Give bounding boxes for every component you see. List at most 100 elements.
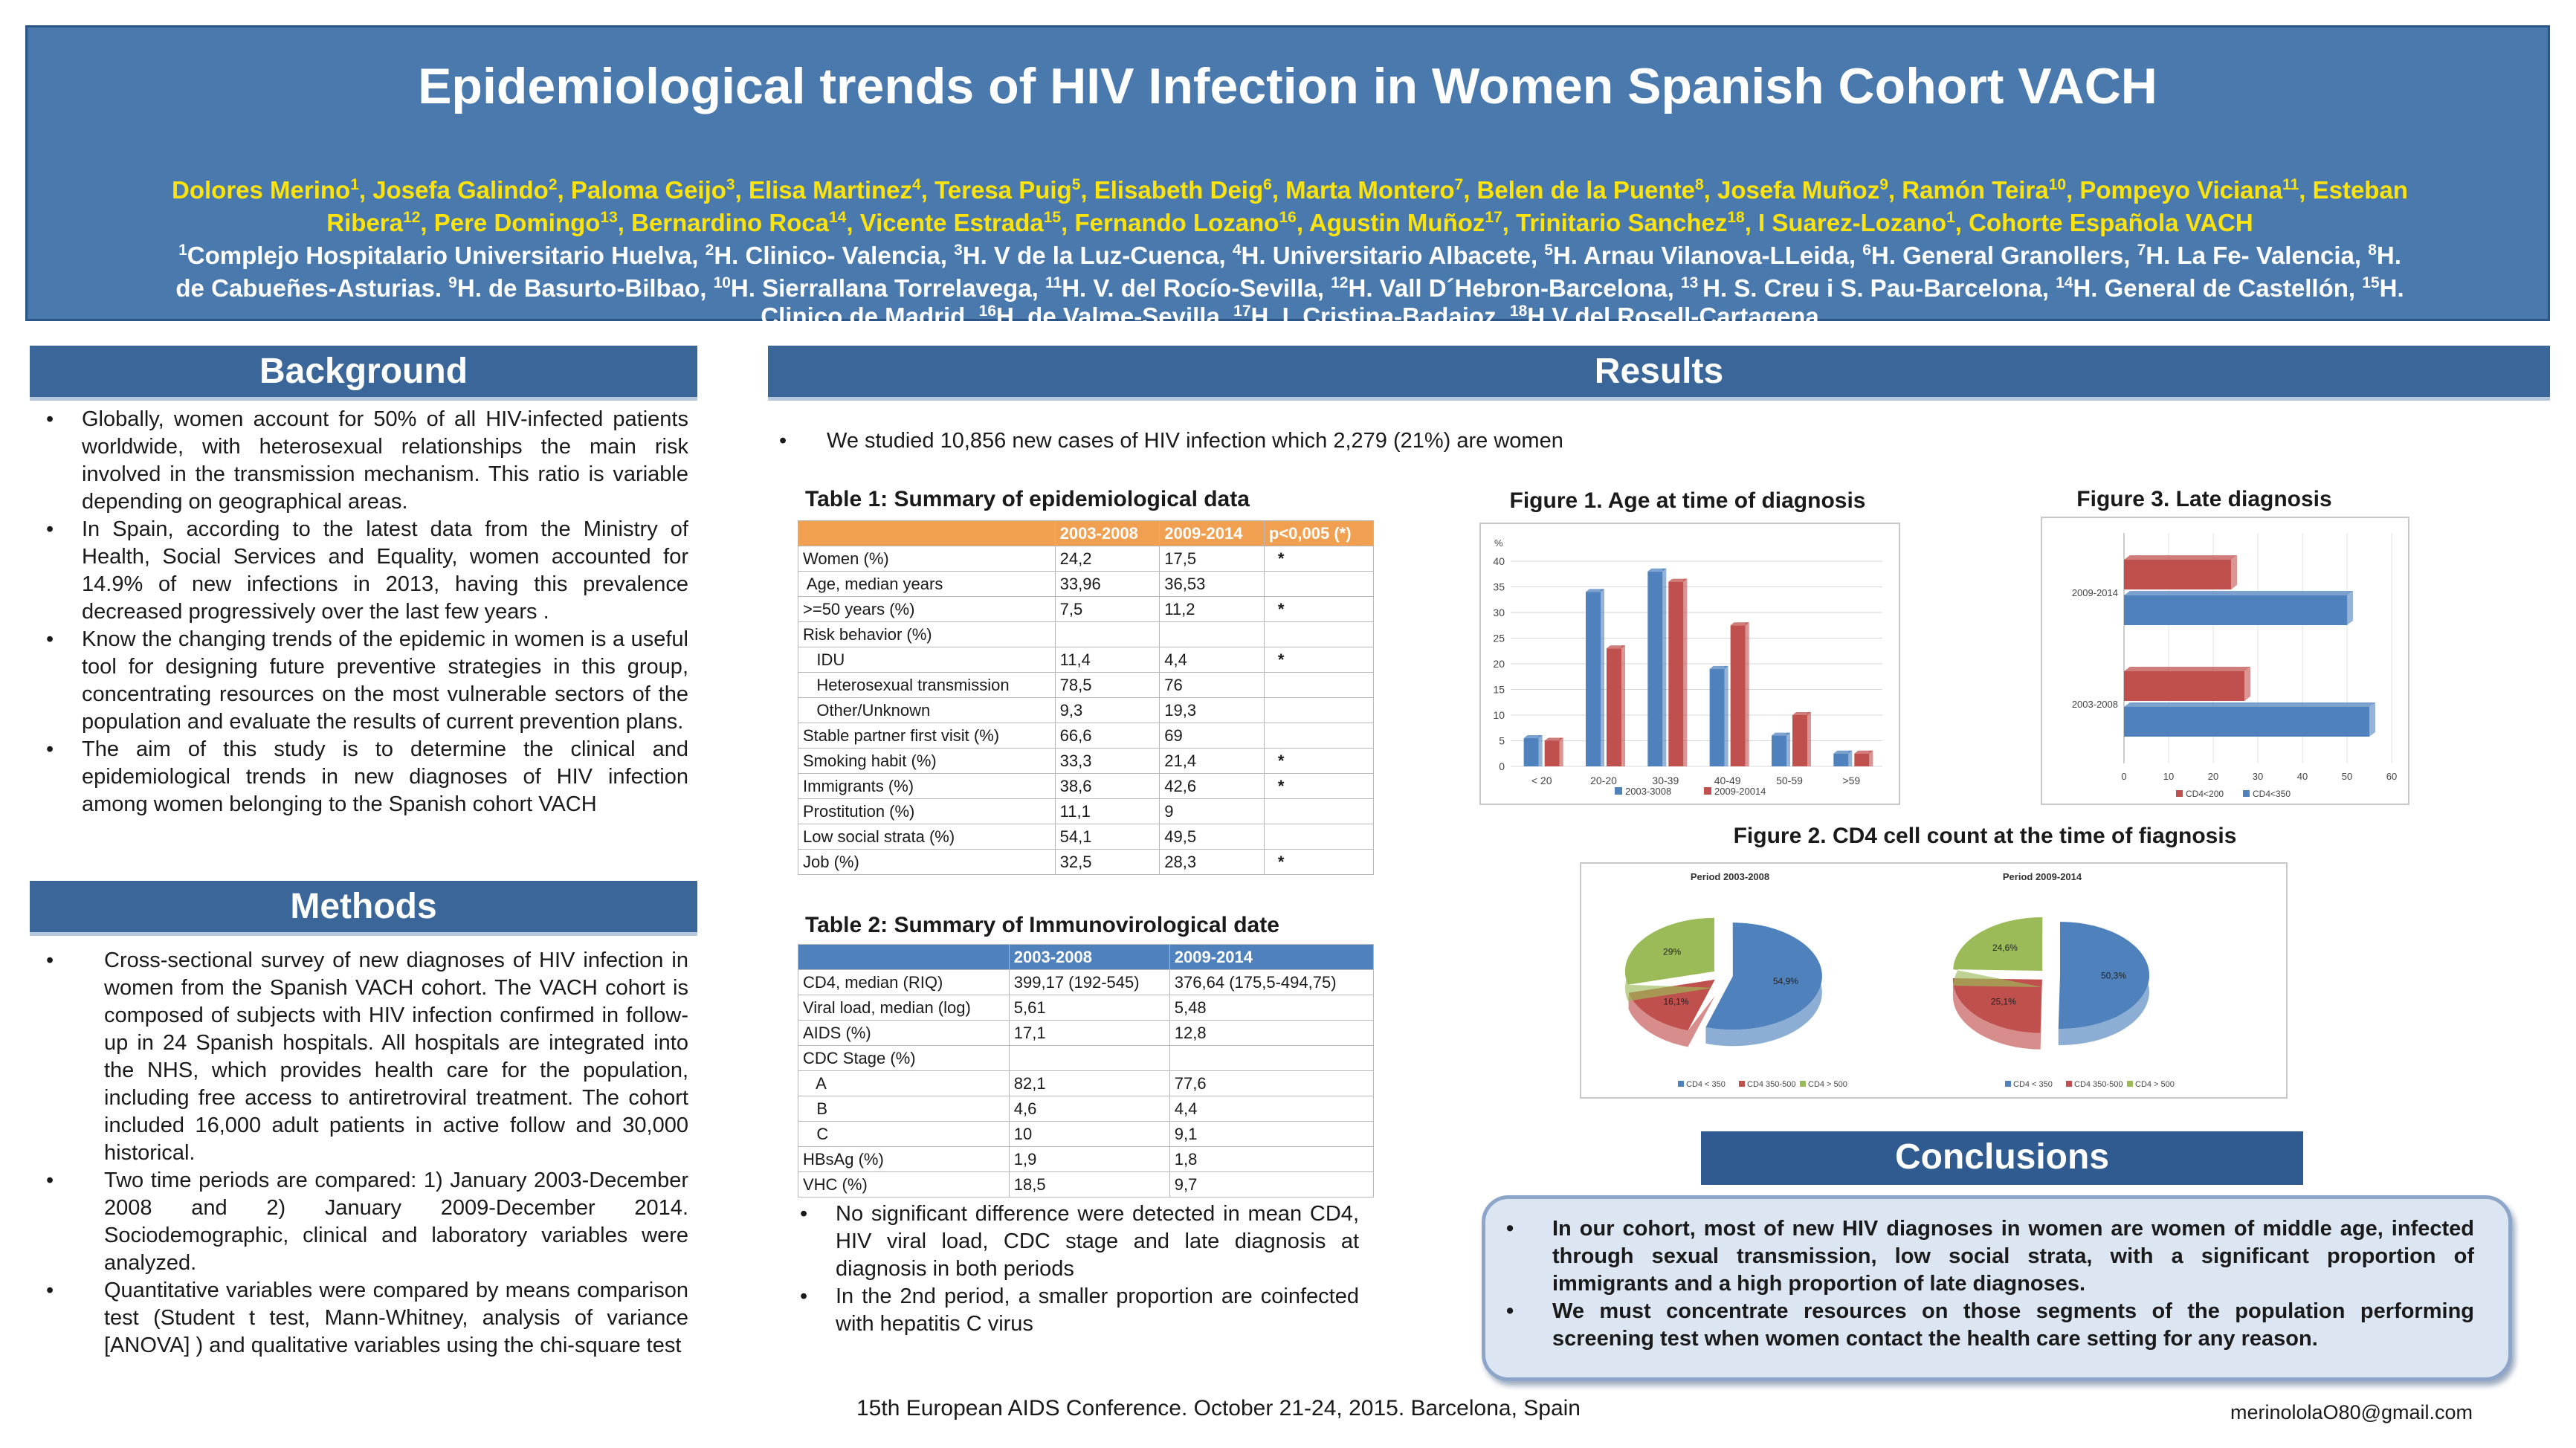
figure1-chart: % 0 5 10 15 20 25 30 35 40 < 20 20-20 30-39 40-49 50-5…	[1479, 523, 1900, 805]
figure1-bar-side	[1724, 665, 1728, 766]
affiliation-index: 6	[1862, 242, 1871, 259]
table-cell: 32,5	[1054, 849, 1161, 875]
affiliation-index: 14	[2056, 274, 2073, 291]
figure1-bar-top	[1792, 712, 1811, 715]
results-intro: • We studied 10,856 new cases of HIV infe…	[779, 429, 1563, 453]
contact-email: merinololaO80@gmail.com	[2230, 1401, 2473, 1423]
author-affil-index: 1	[1946, 209, 1955, 226]
table-cell: VHC (%)	[798, 1171, 1010, 1197]
figure2-slice-label: 16,1%	[1663, 996, 1688, 1006]
table-cell: 24,2	[1054, 546, 1161, 572]
figure1-bar-top	[1544, 737, 1563, 741]
table-cell: 76	[1159, 672, 1265, 698]
affiliation-text: H. de Valme-Sevilla,	[996, 303, 1234, 330]
table-cell: 376,64 (175,5-494,75)	[1169, 969, 1375, 995]
conclusions-box: In our cohort, most of new HIV diagnoses…	[1482, 1195, 2512, 1381]
table-cell	[1054, 621, 1161, 647]
table-cell: 38,6	[1054, 773, 1161, 799]
affiliation-text: H.	[2376, 242, 2401, 269]
conclusions-heading: Conclusions	[1701, 1131, 2303, 1185]
figure1-bar	[1586, 592, 1601, 766]
figure1-ytick: 40	[1493, 555, 1505, 567]
figure3-svg: 0 10 20 30 40 50 60 2003-2008 2009-2014 CD4<200 CD…	[2072, 533, 2397, 799]
affiliation-text: H. V de la Luz-Cuenca,	[962, 242, 1233, 269]
figure2-legend-swatch	[1800, 1081, 1806, 1087]
figure1-xtick: 30-39	[1652, 775, 1679, 786]
table-cell	[1263, 697, 1375, 723]
table2-caption: Table 2: Summary of Immunovirological da…	[805, 913, 1279, 937]
table-cell: 11,1	[1054, 798, 1161, 824]
author-name: Belen de la Puente	[1476, 176, 1695, 204]
figure1-ytick: 25	[1493, 633, 1505, 644]
table-cell: Viral load, median (log)	[798, 995, 1010, 1021]
author-name: Trinitario Sanchez	[1516, 209, 1728, 236]
table1-wrapper: 2003-2008 2009-2014 p<0,005 (*) Women (%) 24…	[798, 520, 1375, 875]
table-row: CD4, median (RIQ) 399,17 (192-545) 376,64 …	[798, 969, 1375, 995]
figure1-ytick: 15	[1493, 684, 1505, 696]
affiliation-index: 4	[1232, 242, 1242, 259]
figure1-legend-label: 2003-3008	[1625, 786, 1671, 797]
figure2-legend-label: CD4 350-500	[2074, 1080, 2123, 1089]
methods-bullet: Cross-sectional survey of new diagnoses …	[25, 947, 688, 1167]
table-row: Stable partner first visit (%) 66,6 69	[798, 723, 1375, 749]
table-row: Prostitution (%) 11,1 9	[798, 798, 1375, 824]
author-name: Elisa Martinez	[748, 176, 913, 204]
affiliation-text: H. V. del Rocío-Sevilla,	[1062, 274, 1331, 302]
figure1-bar	[1607, 648, 1621, 766]
table-cell: 1,8	[1169, 1146, 1375, 1172]
table-cell: Stable partner first visit (%)	[798, 723, 1056, 749]
author-name: Esteban	[2312, 176, 2408, 204]
figure3-bar	[2124, 560, 2231, 589]
table-header-cell: p<0,005 (*)	[1263, 520, 1375, 546]
table-cell: >=50 years (%)	[798, 596, 1056, 622]
affiliation-index: 18	[1509, 303, 1528, 320]
figure3-bar-end	[2231, 555, 2237, 589]
table-cell: *	[1263, 849, 1375, 875]
author-affil-index: 16	[1279, 209, 1297, 226]
author-affil-index: 7	[1454, 176, 1464, 193]
figure3-bar-top	[2124, 667, 2250, 671]
table-row: Low social strata (%) 54,1 49,5	[798, 824, 1375, 850]
author-affil-index: 5	[1071, 176, 1081, 193]
figure3-bar	[2124, 707, 2369, 737]
figure3-legend-swatch	[2176, 790, 2183, 797]
figure3-xtick: 60	[2386, 771, 2397, 782]
table-cell: B	[798, 1096, 1010, 1122]
table-cell: 17,5	[1159, 546, 1265, 572]
author-affil-index: 3	[726, 176, 735, 193]
table-row: VHC (%) 18,5 9,7	[798, 1171, 1375, 1197]
affiliation-index: 17	[1233, 303, 1251, 320]
affiliation-text: H. de Basurto-Bilbao,	[456, 274, 714, 302]
table-cell	[1008, 1045, 1170, 1071]
figure2-slice	[1705, 922, 1822, 1030]
figure1-bar-side	[1559, 737, 1563, 766]
table-row: Heterosexual transmission 78,5 76	[798, 672, 1375, 698]
figure3-chart: 0 10 20 30 40 50 60 2003-2008 2009-2014 CD4<200 CD…	[2041, 517, 2409, 805]
figure1-bar-top	[1709, 665, 1728, 669]
table-cell: Age, median years	[798, 571, 1056, 597]
figure1-bar	[1709, 668, 1725, 766]
table-row: Smoking habit (%) 33,3 21,4 *	[798, 748, 1375, 774]
figure1-bar	[1792, 715, 1807, 766]
figure1-bar-top	[1854, 750, 1873, 754]
figure2-svg: Period 2003-2008 54,9% 16,1% 29% CD4 < 350 CD…	[1624, 871, 2175, 1089]
table-cell: Low social strata (%)	[798, 824, 1056, 850]
figure1-bar	[1854, 753, 1870, 766]
figure1-ylabel: %	[1494, 537, 1503, 549]
table-header-cell	[798, 944, 1010, 970]
figure1-ytick: 5	[1499, 735, 1505, 747]
affiliation-text: Complejo Hospitalario Universitario Huel…	[187, 242, 706, 269]
figure3-ytick: 2003-2008	[2072, 699, 2118, 710]
table-cell: 5,48	[1169, 995, 1375, 1021]
affiliation-index: 13	[1680, 274, 1703, 291]
table2-wrapper: 2003-2008 2009-2014 CD4, median (RIQ) 399,1…	[798, 944, 1375, 1197]
table-cell: 4,6	[1008, 1096, 1170, 1122]
background-heading: Background	[30, 346, 697, 401]
figure2-legend-swatch	[1739, 1081, 1745, 1087]
affiliation-text: H. Clinico- Valencia,	[714, 242, 955, 269]
author-affil-index: 1	[350, 176, 359, 193]
table-row: Other/Unknown 9,3 19,3	[798, 697, 1375, 723]
table-cell: *	[1263, 748, 1375, 774]
figure1-caption: Figure 1. Age at time of diagnosis	[1509, 488, 1866, 513]
figure2-legend-label: CD4 > 500	[1808, 1080, 1847, 1089]
